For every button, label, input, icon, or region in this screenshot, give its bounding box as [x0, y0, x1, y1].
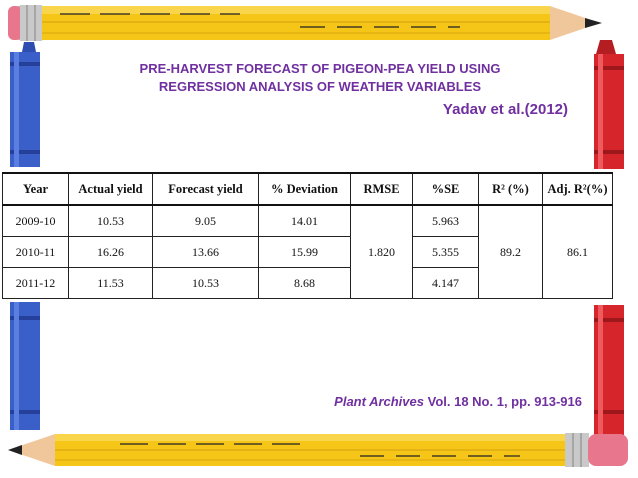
citation: Plant Archives Vol. 18 No. 1, pp. 913-91…	[334, 394, 582, 409]
slide-title-line-1: PRE-HARVEST FORECAST OF PIGEON-PEA YIELD…	[139, 61, 501, 76]
header-rmse: RMSE	[350, 172, 413, 206]
header-year: Year	[2, 172, 69, 206]
header-deviation: % Deviation	[258, 172, 351, 206]
cell-forecast-yield: 10.53	[152, 267, 259, 299]
table-header-row: Year Actual yield Forecast yield % Devia…	[2, 172, 613, 206]
cell-year: 2010-11	[2, 236, 69, 268]
cell-r2: 89.2	[478, 204, 543, 299]
cell-deviation: 8.68	[258, 267, 351, 299]
blue-crayon-left-top-icon	[10, 42, 40, 167]
red-crayon-right-bottom-icon	[594, 305, 624, 435]
yellow-pencil-bottom-icon	[8, 433, 628, 467]
header-r2: R² (%)	[478, 172, 543, 206]
header-se: %SE	[412, 172, 479, 206]
slide-title-line-2: REGRESSION ANALYSIS OF WEATHER VARIABLES	[158, 79, 482, 94]
slide-title: PRE-HARVEST FORECAST OF PIGEON-PEA YIELD…	[90, 60, 550, 96]
citation-details: Vol. 18 No. 1, pp. 913-916	[424, 394, 582, 409]
cell-adj-r2: 86.1	[542, 204, 613, 299]
author-reference: Yadav et al.(2012)	[442, 101, 568, 118]
cell-forecast-yield: 13.66	[152, 236, 259, 268]
cell-se: 5.355	[412, 236, 479, 268]
citation-journal: Plant Archives	[334, 394, 424, 409]
cell-deviation: 15.99	[258, 236, 351, 268]
cell-se: 5.963	[412, 204, 479, 237]
cell-rmse: 1.820	[350, 204, 413, 299]
red-crayon-right-top-icon	[594, 40, 624, 169]
table-row: 2011-12 11.53 10.53 8.68 4.147	[2, 267, 613, 299]
cell-year: 2011-12	[2, 267, 69, 299]
table-row: 2009-10 10.53 9.05 14.01 1.820 5.963 89.…	[2, 204, 613, 299]
cell-deviation: 14.01	[258, 204, 351, 237]
forecast-table: Year Actual yield Forecast yield % Devia…	[2, 172, 613, 299]
cell-year: 2009-10	[2, 204, 69, 237]
cell-se: 4.147	[412, 267, 479, 299]
cell-forecast-yield: 9.05	[152, 204, 259, 237]
cell-actual-yield: 10.53	[68, 204, 153, 237]
header-actual-yield: Actual yield	[68, 172, 153, 206]
header-adj-r2: Adj. R²(%)	[542, 172, 613, 206]
header-forecast-yield: Forecast yield	[152, 172, 259, 206]
blue-crayon-left-bottom-icon	[10, 302, 40, 430]
cell-actual-yield: 16.26	[68, 236, 153, 268]
yellow-pencil-top-icon	[8, 5, 602, 41]
cell-actual-yield: 11.53	[68, 267, 153, 299]
table-row: 2010-11 16.26 13.66 15.99 5.355	[2, 236, 613, 268]
